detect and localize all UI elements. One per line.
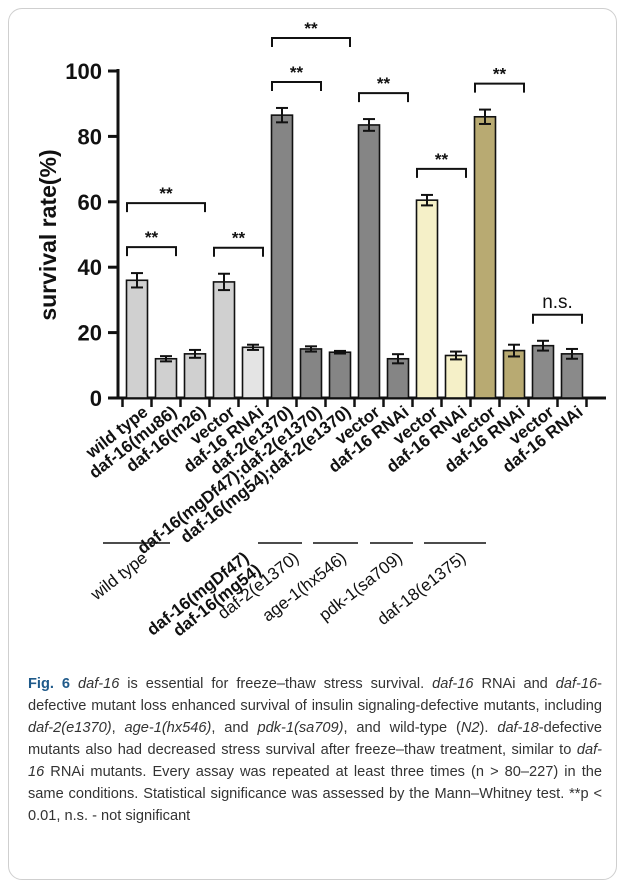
figure-frame: [8, 8, 617, 880]
caption-text: , and wild-type (: [343, 720, 461, 736]
y-tick-label: 20: [78, 321, 102, 346]
significance-bracket: [126, 246, 177, 257]
significance-label: **: [493, 65, 507, 84]
caption-text: -defective mutants also had decreased st…: [28, 720, 602, 758]
caption-gene: daf-18: [497, 720, 539, 736]
bar: [183, 353, 207, 399]
significance-bracket: [271, 36, 351, 47]
significance-label: **: [145, 228, 159, 247]
y-axis-title: survival rate(%): [35, 149, 61, 320]
significance-bracket: [532, 313, 583, 324]
caption-text: ).: [479, 720, 498, 736]
significance-label: **: [232, 229, 246, 248]
bar: [125, 279, 149, 399]
caption-gene: daf-16: [432, 676, 474, 692]
y-tick-label: 100: [65, 59, 102, 84]
significance-label: **: [159, 184, 173, 203]
significance-bracket: [358, 92, 409, 103]
caption-text: , and: [211, 720, 258, 736]
caption-text: RNAi and: [473, 676, 556, 692]
bar: [502, 349, 526, 399]
significance-label: **: [290, 63, 304, 82]
bar: [531, 344, 555, 399]
caption-strain: N2: [460, 720, 480, 736]
bar: [299, 348, 323, 399]
caption-gene: daf-16: [555, 676, 598, 692]
bar: [328, 351, 352, 399]
significance-bracket: [474, 82, 525, 93]
y-axis-label: survival rate(%): [35, 149, 61, 320]
significance-bracket: [126, 202, 206, 213]
significance-bracket: [271, 80, 322, 91]
survival-bar-chart: survival rate(%) 0 20 40 60 80 100 ** ** ** ** **…: [35, 19, 606, 640]
caption-gene: age-1(hx546): [124, 720, 212, 736]
group-label: wild type: [86, 548, 151, 604]
caption-text: ,: [111, 720, 125, 736]
bar: [270, 114, 294, 399]
y-tick-label: 40: [78, 255, 102, 280]
caption-gene: daf-2(e1370): [28, 720, 112, 736]
significance-label: **: [304, 19, 318, 38]
bar: [415, 199, 439, 399]
bar: [560, 353, 584, 399]
bar: [212, 281, 236, 399]
caption-text: -defective mutant loss enhanced survival…: [28, 676, 603, 714]
bar: [386, 357, 410, 399]
significance-bracket: [416, 167, 467, 178]
caption-gene: daf-16: [77, 676, 120, 692]
significance-label: **: [435, 150, 449, 169]
bar: [241, 346, 265, 399]
bar: [154, 357, 178, 399]
y-tick-label: 80: [78, 124, 102, 149]
significance-label: **: [377, 74, 391, 93]
caption-gene: daf-16: [28, 742, 602, 780]
caption-text: RNAi mutants. Every assay was repeated a…: [28, 764, 602, 824]
caption-gene: pdk-1(sa709): [257, 720, 344, 736]
y-tick-label: 0: [90, 386, 102, 411]
bar: [473, 115, 497, 399]
significance-bracket: [213, 246, 264, 257]
bar: [357, 124, 381, 399]
figure-label: Fig. 6: [28, 676, 71, 692]
figure-caption: Fig. 6 daf-16 is essential for freeze–th…: [28, 673, 602, 827]
significance-label: n.s.: [542, 292, 573, 313]
bar: [444, 354, 468, 399]
y-tick-label: 60: [78, 190, 102, 215]
caption-text: is essential for freeze–thaw stress surv…: [119, 676, 433, 692]
